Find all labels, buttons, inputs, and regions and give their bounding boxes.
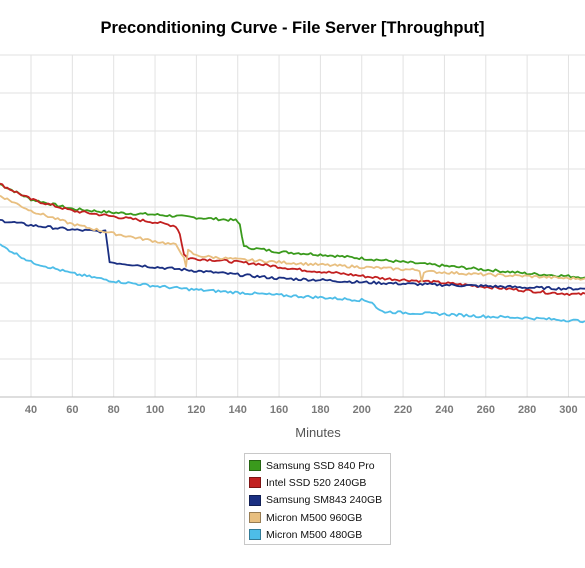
x-tick-label: 260 bbox=[477, 404, 495, 416]
series-lines bbox=[0, 182, 585, 324]
legend-swatch bbox=[249, 529, 261, 541]
x-tick-label: 160 bbox=[270, 404, 288, 416]
x-axis-title: Minutes bbox=[295, 425, 341, 440]
x-tick-label: 60 bbox=[66, 404, 78, 416]
legend-label: Micron M500 480GB bbox=[266, 528, 363, 541]
x-tick-label: 80 bbox=[108, 404, 120, 416]
x-tick-label: 100 bbox=[146, 404, 164, 416]
legend-item: Micron M500 960GB bbox=[249, 509, 386, 526]
x-tick-label: 300 bbox=[559, 404, 577, 416]
legend-label: Samsung SSD 840 Pro bbox=[266, 459, 375, 472]
legend-item: Samsung SSD 840 Pro bbox=[249, 457, 386, 474]
legend-swatch bbox=[249, 477, 261, 489]
x-tick-label: 200 bbox=[353, 404, 371, 416]
x-tick-labels: 40 60 80 100 120 140 160 180 200 220 240 260 280 300 bbox=[25, 404, 578, 416]
series-line-intel-ssd-520-240gb bbox=[0, 182, 585, 297]
legend-swatch bbox=[249, 460, 261, 472]
legend-swatch bbox=[249, 494, 261, 506]
legend-item: Samsung SM843 240GB bbox=[249, 492, 386, 509]
series-line-micron-m500-960gb bbox=[0, 194, 585, 283]
x-tick-label: 180 bbox=[311, 404, 329, 416]
x-tick-label: 120 bbox=[187, 404, 205, 416]
legend: Samsung SSD 840 Pro Intel SSD 520 240GB Sa… bbox=[244, 453, 391, 545]
series-line-samsung-sm843-240gb bbox=[0, 219, 585, 291]
legend-label: Samsung SM843 240GB bbox=[266, 494, 383, 507]
x-tick-label: 220 bbox=[394, 404, 412, 416]
series-line-samsung-ssd-840-pro bbox=[0, 183, 585, 280]
legend-label: Micron M500 960GB bbox=[266, 511, 363, 524]
grid-lines bbox=[0, 54, 585, 398]
legend-item: Micron M500 480GB bbox=[249, 526, 386, 543]
legend-label: Intel SSD 520 240GB bbox=[266, 476, 367, 489]
legend-swatch bbox=[249, 512, 261, 524]
x-tick-label: 140 bbox=[229, 404, 247, 416]
series-line-micron-m500-480gb bbox=[0, 243, 585, 324]
x-tick-label: 240 bbox=[435, 404, 453, 416]
x-tick-label: 280 bbox=[518, 404, 536, 416]
chart-title: Preconditioning Curve - File Server [Thr… bbox=[100, 19, 485, 37]
legend-item: Intel SSD 520 240GB bbox=[249, 474, 386, 491]
x-tick-label: 40 bbox=[25, 404, 37, 416]
